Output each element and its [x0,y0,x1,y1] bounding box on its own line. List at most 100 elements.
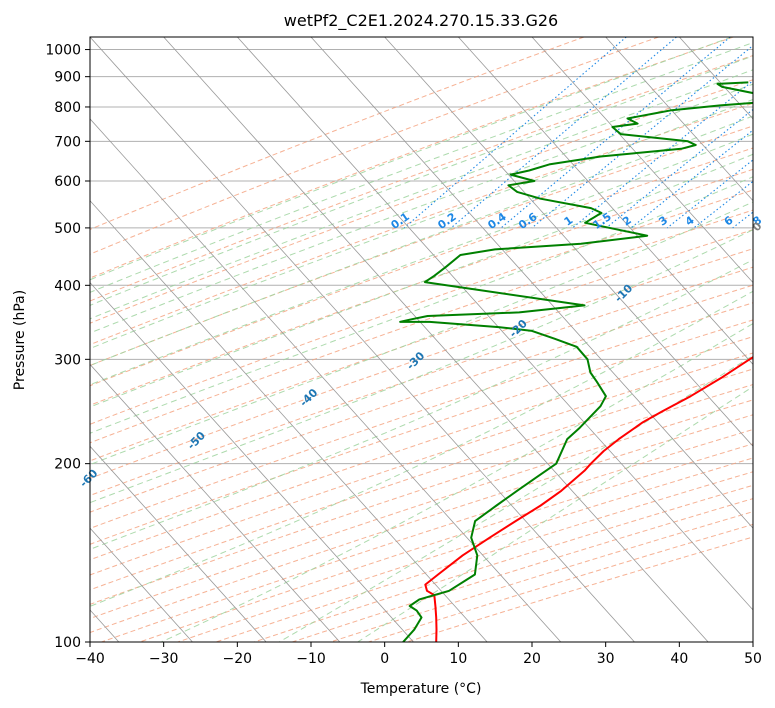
sounding-traces [399,81,753,642]
isotherm-line [531,37,753,284]
mixing-ratio-label: 1 [562,214,576,229]
dry-adiabats [90,37,753,642]
plot-frame [89,36,754,643]
plot-area [90,37,753,642]
mixing-ratio-line [450,37,677,229]
x-axis-ticks: −40 −30 −20 −10 0 10 20 30 40 50 [75,642,762,667]
mixing-ratio-line [605,108,753,229]
y-axis-label: Pressure (hPa) [12,290,28,390]
isotherm-line [90,445,267,642]
dry-adiabat-line [90,209,753,444]
moist-adiabat-line [90,133,753,386]
mixing-ratio-line [693,180,753,229]
x-tick-label: 30 [597,651,615,667]
dry-adiabat-line [90,319,753,545]
isotherm-line [458,37,753,366]
moist-adiabat-line [90,42,753,293]
y-tick-label: 900 [54,70,81,86]
isotherm-line [90,37,635,642]
mixing-ratio-label: 0.1 [388,210,411,232]
isotherm-line [163,37,709,642]
mixing-ratio-label: 3 [656,213,670,228]
mixing-ratio-line [630,129,753,229]
moist-adiabat-line [90,55,753,306]
moist-adiabat-label: -30 [404,349,427,372]
isotherm-line [90,281,414,642]
moist-adiabat-line [90,69,753,320]
moist-adiabat-line [90,153,753,408]
dry-adiabat-line [90,414,753,634]
moist-adiabat-line [90,229,753,504]
y-tick-label: 600 [54,174,81,190]
y-tick-label: 1000 [45,43,81,59]
x-tick-label: 20 [523,651,541,667]
isotherm-line [90,200,488,642]
mixing-ratio-label: 0.6 [516,210,540,232]
dry-adiabat-line [90,368,753,591]
dry-adiabat-line [90,229,753,462]
dry-adiabat-line [90,336,753,561]
dry-adiabat-line [90,37,585,230]
moist-adiabat-line [356,386,753,642]
x-tick-label: −40 [75,651,105,667]
isotherm-line [90,363,341,642]
y-tick-label: 500 [54,221,81,237]
dry-adiabat-line [101,428,753,642]
isotherm-line [679,37,753,120]
isotherm-line [310,37,753,529]
dry-adiabat-line [90,284,753,513]
y-axis-ticks: 100 200 300 400 500 600 700 800 900 1000 [45,43,90,651]
moist-adiabat-line [90,259,753,550]
moist-adiabat-label: -40 [297,386,320,409]
dry-adiabat-line [90,189,753,425]
x-tick-label: 0 [380,651,389,667]
moist-adiabat-line [90,83,753,334]
isotherm-line [752,37,753,38]
dry-adiabat-line [406,536,753,642]
isotherm-line [90,118,562,642]
dry-adiabat-line [90,399,753,620]
mixing-ratio-label: 2 [620,213,634,228]
isotherm-line [90,527,193,642]
x-tick-label: −20 [223,651,253,667]
dry-adiabat-line [90,37,659,255]
isotherms [90,37,753,642]
moist-adiabat-line [160,322,753,642]
y-tick-label: 200 [54,457,81,473]
chart-title: wetPf2_C2E1.2024.270.15.33.G26 [284,11,558,31]
moist-adiabat-line [90,201,753,466]
dry-adiabat-line [90,79,753,324]
dry-adiabat-line [90,125,753,367]
dry-adiabat-line [90,352,753,576]
mixing-ratio-line [666,159,753,229]
temperature-trace [424,355,753,642]
dry-adiabat-line [90,168,753,406]
moist-adiabat-line [90,37,732,281]
dry-adiabat-line [368,523,753,642]
isotherm-line [605,37,753,202]
mixing-ratio-lines [403,37,753,229]
y-tick-label: 700 [54,134,81,150]
y-tick-label: 800 [54,100,81,116]
x-tick-label: −10 [296,651,326,667]
x-tick-label: −30 [149,651,179,667]
mixing-ratio-label: 4 [683,213,697,228]
moist-adiabat-line [90,290,753,607]
y-tick-label: 100 [54,635,81,651]
x-tick-label: 50 [744,651,762,667]
mixing-ratio-label: 0.2 [435,210,458,232]
x-tick-label: 10 [449,651,467,667]
pressure-gridlines [90,49,753,643]
mixing-ratio-line [732,211,753,229]
mixing-ratio-line [531,44,753,229]
y-tick-label: 400 [54,278,81,294]
isotherm-line [237,37,753,611]
y-tick-label: 300 [54,352,81,368]
dry-adiabat-line [90,54,753,302]
isotherm-line [384,37,753,447]
mixing-ratio-label: 6 [722,213,736,228]
moist-adiabat-label: -20 [507,317,530,340]
dry-adiabat-line [90,266,753,497]
dry-adiabat-line [90,384,753,605]
